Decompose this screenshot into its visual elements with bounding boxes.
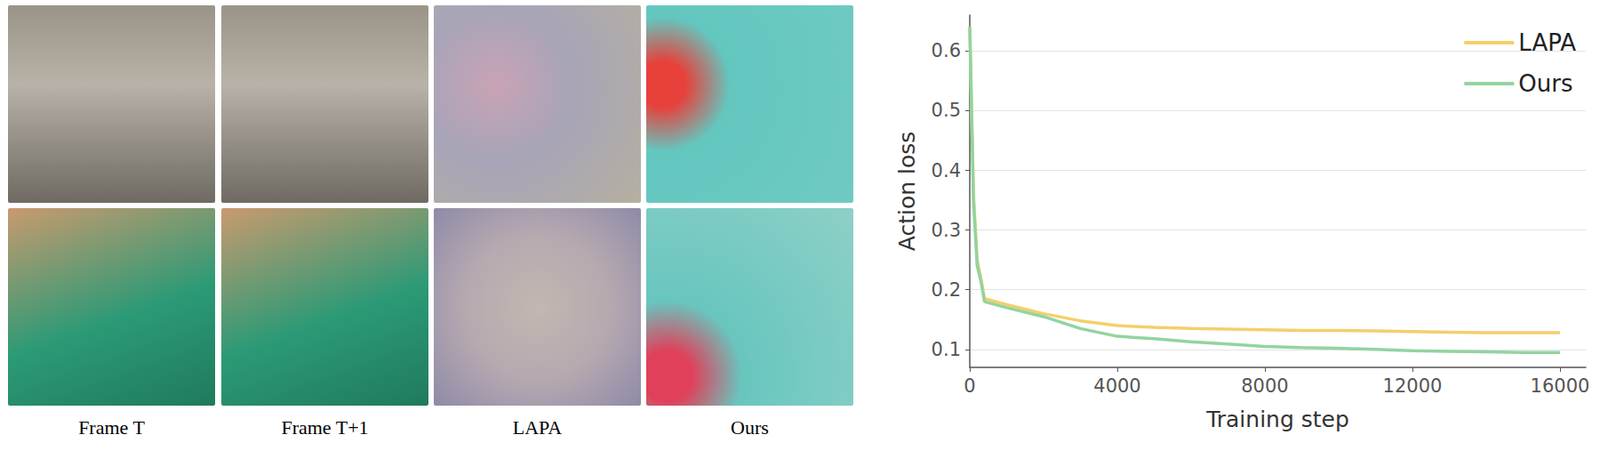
- svg-text:0.2: 0.2: [931, 279, 961, 301]
- svg-text:Training step: Training step: [1205, 406, 1350, 432]
- svg-text:0.4: 0.4: [931, 160, 961, 182]
- html-text:Frame T: Frame T: [78, 416, 145, 439]
- svg-text:Action loss: Action loss: [894, 131, 920, 252]
- html-text:Frame T+1: Frame T+1: [281, 416, 369, 439]
- svg-text:12000: 12000: [1383, 375, 1443, 397]
- html-text:LAPA: LAPA: [512, 416, 562, 439]
- svg-text:LAPA: LAPA: [1518, 29, 1576, 56]
- svg-text:4000: 4000: [1093, 375, 1141, 397]
- svg-text:Ours: Ours: [1518, 70, 1573, 97]
- svg-text:0.5: 0.5: [931, 99, 961, 121]
- svg-text:8000: 8000: [1240, 375, 1288, 397]
- svg-text:0: 0: [963, 375, 976, 397]
- svg-text:0.1: 0.1: [931, 338, 961, 360]
- svg-text:0.3: 0.3: [931, 219, 961, 241]
- svg-text:0.6: 0.6: [931, 40, 961, 62]
- html-text:Ours: Ours: [730, 416, 769, 439]
- svg-text:16000: 16000: [1530, 375, 1591, 397]
